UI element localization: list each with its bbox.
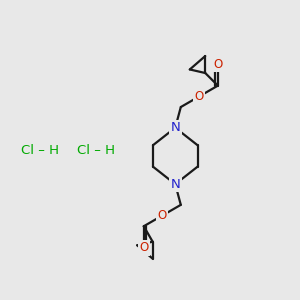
Text: O: O <box>213 58 223 71</box>
Text: O: O <box>139 241 148 254</box>
Text: Cl – H: Cl – H <box>21 143 59 157</box>
Text: N: N <box>170 178 180 191</box>
Text: O: O <box>158 209 167 222</box>
Text: O: O <box>195 90 204 103</box>
Text: Cl – H: Cl – H <box>77 143 116 157</box>
Text: N: N <box>170 121 180 134</box>
